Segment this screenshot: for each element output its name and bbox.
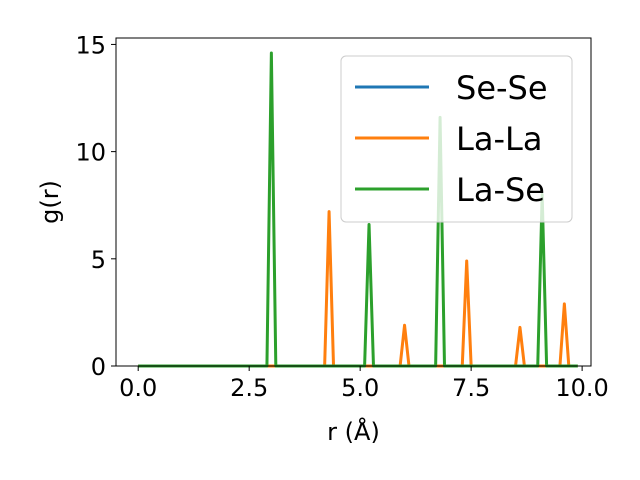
plot-frame [115,37,592,367]
series-line-la-la [138,210,578,368]
y-tick-label: 15 [75,31,106,59]
x-tick-label: 0.0 [119,374,157,402]
y-tick-label: 0 [91,353,106,381]
legend-box [340,55,573,223]
y-tick-label: 5 [91,246,106,274]
x-tick-label: 5.0 [341,374,379,402]
x-tick-label: 10.0 [555,374,608,402]
legend-label-se-se: Se-Se [456,69,548,107]
legend-label-la-la: La-La [456,120,542,158]
y-tick-label: 10 [75,139,106,167]
y-axis-label: g(r) [36,180,64,224]
x-axis-label: r (Å) [327,417,380,446]
y-ticks: 0 5 10 15 [75,31,116,381]
x-ticks: 0.0 2.5 5.0 7.5 10.0 [119,366,609,402]
x-tick-label: 2.5 [230,374,268,402]
legend: Se-Se La-La La-Se [340,55,573,223]
axes-frame [115,37,592,367]
x-tick-label: 7.5 [452,374,490,402]
legend-label-la-se: La-Se [456,171,545,209]
